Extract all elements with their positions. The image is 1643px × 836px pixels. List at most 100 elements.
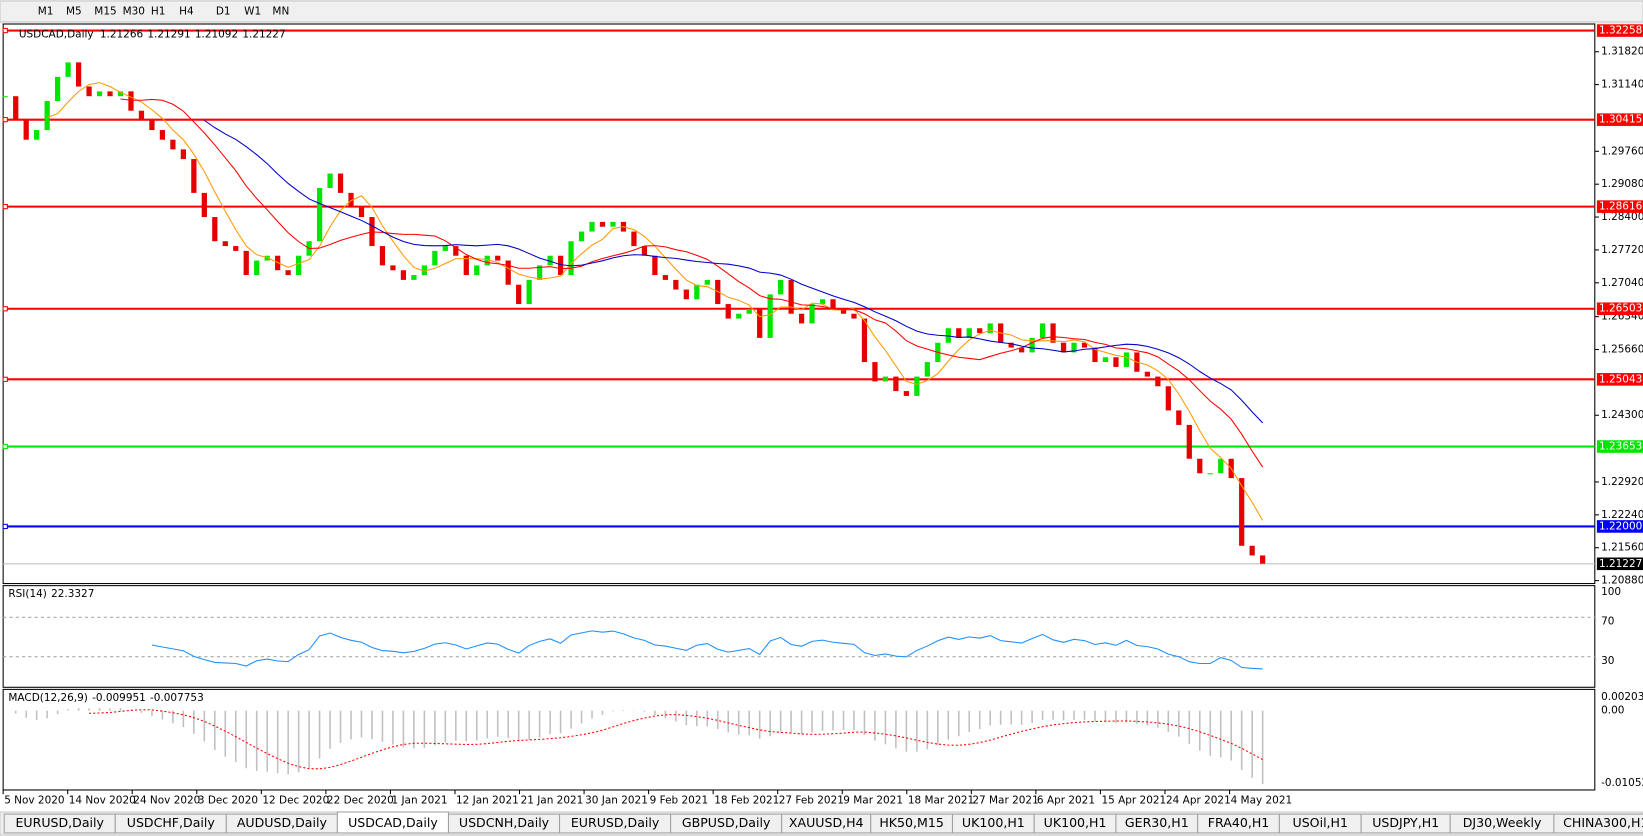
chart-tab[interactable]: XAUUSD,H4	[781, 813, 872, 834]
tab-label[interactable]: HK50,M15	[879, 815, 944, 830]
level-tag	[1596, 520, 1643, 533]
chart-tab[interactable]: FRA40,H1	[1197, 813, 1280, 834]
level-tag	[1596, 113, 1643, 126]
timeframe-button[interactable]: M30	[117, 3, 145, 20]
tab-label[interactable]: USOil,H1	[1293, 815, 1348, 830]
tab-frame[interactable]	[1553, 813, 1643, 834]
timeframe-label[interactable]: D1	[216, 5, 231, 17]
chart-tab[interactable]: UK100,H1	[1033, 813, 1117, 834]
timeframe-label[interactable]: W1	[244, 5, 261, 17]
quote-open: 1.21266	[100, 28, 143, 40]
chart-tab[interactable]: DJ30,Weekly	[1449, 813, 1555, 834]
button-frame[interactable]	[89, 3, 117, 20]
tab-label[interactable]: AUDUSD,Daily	[237, 815, 328, 830]
rsi-tick-label: 100	[1601, 586, 1621, 598]
candle-body	[442, 246, 448, 251]
timeframe-button[interactable]: MN	[267, 3, 295, 20]
timeframe-label[interactable]: M30	[123, 5, 145, 17]
chart-tab[interactable]: AUDUSD,Daily	[225, 813, 338, 834]
chart-tab[interactable]: USDJPY,H1	[1360, 813, 1451, 834]
candle-body	[474, 265, 480, 276]
chart-tab[interactable]: GER30,H1	[1115, 813, 1199, 834]
button-frame[interactable]	[145, 3, 173, 20]
ma-line	[120, 98, 1264, 468]
tab-label[interactable]: UK100,H1	[962, 815, 1025, 830]
candle-body	[694, 284, 700, 300]
level-handle	[2, 443, 8, 450]
candle-body	[107, 91, 113, 97]
candle-body	[924, 362, 930, 377]
chart-tab[interactable]: UK100,H1	[951, 813, 1035, 834]
tab-label[interactable]: XAUUSD,H4	[789, 815, 864, 830]
chart-tab[interactable]: USDCNH,Daily	[447, 813, 561, 834]
chart-tab[interactable]: USDCAD,Daily	[336, 811, 449, 834]
timeframe-label[interactable]: M5	[66, 5, 82, 17]
macd-name: MACD(12,26,9)	[8, 692, 88, 704]
timeframe-button[interactable]: M15	[89, 3, 117, 20]
button-frame[interactable]	[267, 3, 295, 20]
tab-label[interactable]: USDJPY,H1	[1372, 815, 1439, 830]
timeframe-button[interactable]: H1	[145, 3, 173, 20]
macd-tick-label: -0.010522	[1601, 777, 1643, 789]
tab-label[interactable]: UK100,H1	[1044, 815, 1107, 830]
timeframe-label[interactable]: M1	[38, 5, 54, 17]
tab-label[interactable]: GER30,H1	[1125, 815, 1189, 830]
timeframe-button[interactable]: D1	[210, 3, 238, 20]
timeframe-button[interactable]: M1	[32, 3, 60, 20]
candle-body	[516, 284, 522, 305]
chart-tab[interactable]: CHINA300,H1	[1553, 813, 1643, 834]
tab-label[interactable]: GBPUSD,Daily	[682, 815, 771, 830]
tab-label[interactable]: EURUSD,Daily	[571, 815, 660, 830]
x-tick-label: 27 Mar 2021	[972, 794, 1038, 806]
tab-label[interactable]: USDCHF,Daily	[127, 815, 216, 830]
quote-close: 1.21227	[242, 28, 285, 40]
tab-label[interactable]: USDCAD,Daily	[348, 815, 438, 830]
quote-high: 1.21291	[147, 28, 190, 40]
candle-body	[568, 241, 574, 276]
chart-tab[interactable]: EURUSD,Daily	[559, 813, 672, 834]
tab-label[interactable]: EURUSD,Daily	[15, 815, 104, 830]
chart-tab[interactable]: USDCHF,Daily	[114, 813, 227, 834]
timeframe-label[interactable]: H4	[179, 5, 194, 17]
button-frame[interactable]	[117, 3, 145, 20]
candle-body	[254, 260, 260, 276]
x-tick-label: 27 Feb 2021	[779, 794, 844, 806]
timeframe-label[interactable]: MN	[272, 5, 289, 17]
button-frame[interactable]	[60, 3, 89, 20]
chart-tab[interactable]: HK50,M15	[870, 813, 954, 834]
button-frame[interactable]	[32, 3, 60, 20]
chart-title: USDCAD,Daily 1.21266 1.21291 1.21092 1.21227	[19, 28, 286, 40]
chart-tab[interactable]: USOil,H1	[1278, 813, 1362, 834]
tab-label[interactable]: USDCNH,Daily	[459, 815, 550, 830]
x-tick-label: 3 Dec 2020	[198, 794, 258, 806]
button-frame[interactable]	[173, 3, 202, 20]
candle-body	[96, 91, 103, 97]
timeframe-button[interactable]: M5	[60, 3, 89, 20]
timeframe-label[interactable]: H1	[151, 5, 166, 17]
candle-body	[358, 207, 365, 218]
x-tick-label: 4 May 2021	[1231, 794, 1293, 806]
timeframe-label[interactable]: M15	[94, 5, 116, 17]
chart-tab[interactable]: EURUSD,Daily	[3, 813, 116, 834]
x-tick-label: 12 Dec 2020	[262, 794, 329, 806]
y-tick-label: 1.29760	[1601, 145, 1643, 157]
button-frame[interactable]	[210, 3, 238, 20]
tab-label[interactable]: CHINA300,H1	[1563, 815, 1643, 830]
chart-tab[interactable]: GBPUSD,Daily	[670, 813, 783, 834]
timeframe-button[interactable]: W1	[238, 3, 267, 20]
macd-signal-line	[89, 709, 1263, 770]
candle-body	[1008, 342, 1014, 348]
timeframe-button[interactable]: H4	[173, 3, 202, 20]
tab-label[interactable]: DJ30,Weekly	[1463, 815, 1542, 830]
level-handle	[2, 27, 8, 34]
candle-body	[463, 255, 469, 276]
rsi-name: RSI(14)	[8, 588, 47, 600]
candle-body	[1019, 347, 1025, 353]
button-frame[interactable]	[238, 3, 267, 20]
candle-body	[798, 313, 805, 324]
candle-body	[23, 120, 29, 140]
candle-body	[683, 289, 689, 300]
x-tick-label: 1 Jan 2021	[391, 794, 447, 806]
tab-label[interactable]: FRA40,H1	[1208, 815, 1269, 830]
candle-body	[1050, 323, 1056, 343]
